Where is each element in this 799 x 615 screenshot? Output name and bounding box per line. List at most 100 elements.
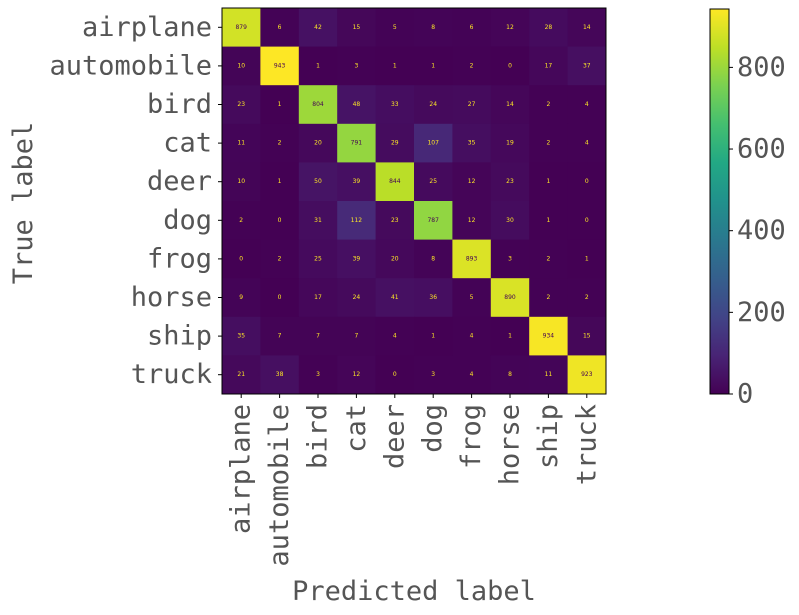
heatmap-cell xyxy=(529,8,569,48)
heatmap-cell xyxy=(452,201,492,241)
heatmap-cell xyxy=(490,239,530,279)
y-tick-label: cat xyxy=(163,128,212,159)
heatmap-cell xyxy=(567,201,607,241)
heatmap-cell xyxy=(337,278,377,318)
cell-value-label: 1 xyxy=(431,333,435,340)
heatmap-cell xyxy=(298,8,338,48)
heatmap-cell xyxy=(260,201,300,241)
cell-value-label: 1 xyxy=(278,178,282,185)
cell-value-label: 15 xyxy=(583,333,591,340)
x-axis-ticks: airplane automobile bird cat deer dog frog hors… xyxy=(226,394,602,567)
heatmap-cell xyxy=(414,201,453,241)
cell-value-label: 1 xyxy=(546,178,550,185)
heatmap-cell xyxy=(529,278,569,318)
y-axis-title: True label xyxy=(8,122,39,285)
colorbar-ticks: 0 200 400 600 800 xyxy=(729,52,786,410)
cell-value-label: 0 xyxy=(508,62,512,69)
heatmap-cell xyxy=(260,355,300,395)
heatmap-cell xyxy=(260,46,300,86)
cell-value-label: 3 xyxy=(316,371,320,378)
heatmap-cell xyxy=(298,85,338,125)
cell-value-label: 934 xyxy=(543,333,555,340)
cell-value-label: 9 xyxy=(239,294,243,301)
cell-value-label: 23 xyxy=(391,217,399,224)
cell-value-label: 2 xyxy=(546,255,550,262)
heatmap-cell xyxy=(414,316,453,356)
heatmap-cell xyxy=(567,46,607,86)
heatmap-cell xyxy=(222,316,261,356)
heatmap-cell xyxy=(260,162,300,202)
heatmap-cell xyxy=(567,239,607,279)
cell-value-label: 31 xyxy=(314,217,322,224)
cell-value-label: 24 xyxy=(429,101,437,108)
heatmap-cell xyxy=(337,355,377,395)
heatmap-cell xyxy=(529,46,569,86)
heatmap-cell xyxy=(298,278,338,318)
cell-value-label: 6 xyxy=(278,24,282,31)
cell-value-label: 7 xyxy=(354,333,358,340)
heatmap-cell xyxy=(567,355,607,395)
x-tick-label: ship xyxy=(533,404,564,469)
cell-value-label: 35 xyxy=(237,333,245,340)
y-tick-label: horse xyxy=(131,282,212,313)
cell-value-label: 2 xyxy=(278,140,282,147)
y-tick-label: airplane xyxy=(82,12,212,43)
cell-value-label: 5 xyxy=(393,24,397,31)
cell-value-label: 39 xyxy=(353,255,361,262)
heatmap-cell xyxy=(567,8,607,48)
heatmap-cell xyxy=(567,316,607,356)
heatmap-cell xyxy=(337,239,377,279)
x-tick-label: truck xyxy=(571,404,602,485)
cell-value-label: 38 xyxy=(276,371,284,378)
x-tick-label: bird xyxy=(303,404,334,469)
cell-value-label: 8 xyxy=(431,255,435,262)
y-tick-label: frog xyxy=(147,243,212,274)
heatmap-cell xyxy=(529,355,569,395)
cell-value-label: 8 xyxy=(431,24,435,31)
cell-value-label: 12 xyxy=(468,217,476,224)
heatmap-cell xyxy=(490,8,530,48)
heatmap-cell xyxy=(260,239,300,279)
heatmap-cell xyxy=(337,123,377,163)
heatmap-cell xyxy=(222,123,261,163)
cell-value-label: 28 xyxy=(545,24,553,31)
x-tick-label: airplane xyxy=(226,404,257,534)
heatmap-cell xyxy=(222,278,261,318)
heatmap-cell xyxy=(529,201,569,241)
cell-value-label: 1 xyxy=(508,333,512,340)
heatmap-cell xyxy=(298,162,338,202)
heatmap-cell xyxy=(222,46,261,86)
cell-value-label: 2 xyxy=(546,294,550,301)
cell-value-label: 6 xyxy=(470,24,474,31)
heatmap-cell xyxy=(414,355,453,395)
x-tick-label: deer xyxy=(379,404,410,469)
colorbar-tick-label: 400 xyxy=(737,215,786,246)
heatmap-cell xyxy=(222,85,261,125)
colorbar-tick-label: 800 xyxy=(737,52,786,83)
heatmap-cell xyxy=(414,239,453,279)
y-axis-ticks: airplane automobile bird cat deer dog frog hors… xyxy=(49,12,222,390)
heatmap-cell xyxy=(414,162,453,202)
cell-value-label: 0 xyxy=(239,255,243,262)
cell-value-label: 943 xyxy=(274,62,286,69)
cell-value-label: 4 xyxy=(393,333,397,340)
heatmap-cell xyxy=(490,316,530,356)
cell-value-label: 923 xyxy=(581,371,593,378)
colorbar xyxy=(709,8,730,395)
heatmap-cell xyxy=(414,8,453,48)
heatmap-cell xyxy=(452,46,492,86)
heatmap-cell xyxy=(375,85,415,125)
heatmap-cell xyxy=(529,316,569,356)
cell-value-label: 27 xyxy=(468,101,476,108)
heatmap-cell xyxy=(414,46,453,86)
cell-value-label: 50 xyxy=(314,178,322,185)
heatmap-cell xyxy=(414,85,453,125)
heatmap-cell xyxy=(337,162,377,202)
cell-value-label: 3 xyxy=(354,62,358,69)
cell-value-label: 15 xyxy=(353,24,361,31)
cell-value-label: 30 xyxy=(506,217,514,224)
heatmap-cell xyxy=(260,278,300,318)
heatmap-cell xyxy=(337,201,377,241)
heatmap-cell xyxy=(490,85,530,125)
